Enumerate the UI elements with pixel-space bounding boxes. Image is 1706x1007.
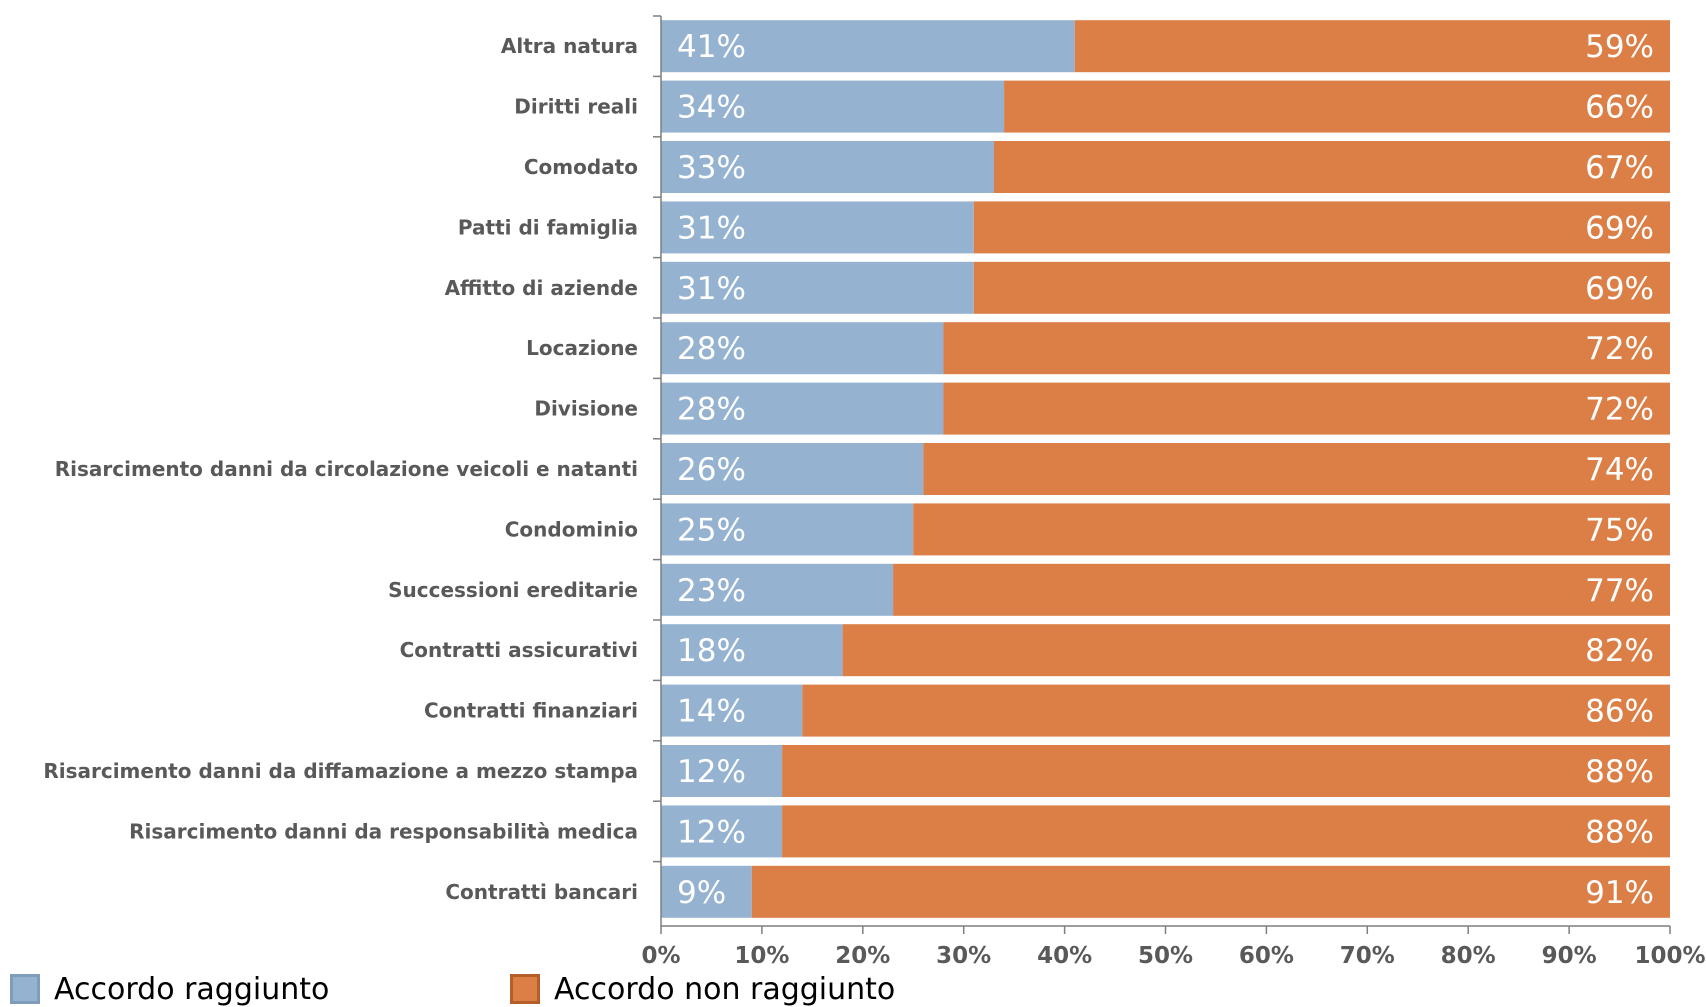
- category-label-contratti-assicurativi: Contratti assicurativi: [400, 638, 638, 662]
- value-label-accordo-non-raggiunto-risarcimento-danni-da-diffamazione-a-mezzo-stampa: 88%: [1585, 754, 1654, 790]
- bars-layer: [661, 20, 1670, 918]
- value-label-accordo-non-raggiunto-risarcimento-danni-da-circolazione-veicoli-e-natanti: 74%: [1585, 452, 1654, 488]
- stacked-bar-chart: 41% 59% 34% 66% 33% 67% 31% 69% 31% 69% 28% 72% 28% 7…: [43, 15, 1706, 969]
- value-label-accordo-non-raggiunto-locazione: 72%: [1585, 331, 1654, 367]
- category-label-altra-natura: Altra natura: [501, 34, 638, 58]
- value-label-accordo-raggiunto-comodato: 33%: [677, 150, 746, 186]
- value-label-accordo-non-raggiunto-patti-di-famiglia: 69%: [1585, 210, 1654, 246]
- value-label-accordo-raggiunto-altra-natura: 41%: [677, 29, 746, 65]
- value-label-accordo-non-raggiunto-diritti-reali: 66%: [1585, 90, 1654, 126]
- bar-accordo-non-raggiunto-altra-natura: [1074, 20, 1670, 73]
- category-label-divisione: Divisione: [534, 397, 638, 421]
- legend-swatch-accordo-raggiunto: [10, 974, 40, 1004]
- legend-item-accordo-raggiunto: Accordo raggiunto: [10, 971, 330, 1007]
- category-label-risarcimento-danni-da-diffamazione-a-mezzo-stampa: Risarcimento danni da diffamazione a mez…: [43, 759, 638, 783]
- bar-accordo-raggiunto-contratti-finanziari: [661, 684, 803, 737]
- category-label-successioni-ereditarie: Successioni ereditarie: [388, 578, 638, 602]
- value-label-accordo-raggiunto-condominio: 25%: [677, 512, 746, 548]
- value-label-accordo-raggiunto-risarcimento-danni-da-circolazione-veicoli-e-natanti: 26%: [677, 452, 746, 488]
- bar-accordo-raggiunto-diritti-reali: [661, 80, 1005, 133]
- category-labels-layer: Altra natura Diritti reali Comodato Patti d…: [43, 34, 638, 904]
- value-label-accordo-raggiunto-risarcimento-danni-da-responsabilita-medica: 12%: [677, 814, 746, 850]
- bar-accordo-raggiunto-risarcimento-danni-da-responsabilita-medica: [661, 805, 783, 858]
- bar-accordo-raggiunto-successioni-ereditarie: [661, 563, 894, 616]
- bar-accordo-raggiunto-affitto-di-aziende: [661, 261, 974, 314]
- bar-accordo-non-raggiunto-patti-di-famiglia: [973, 201, 1670, 254]
- value-label-accordo-raggiunto-patti-di-famiglia: 31%: [677, 210, 746, 246]
- bar-accordo-raggiunto-locazione: [661, 322, 944, 375]
- bar-accordo-raggiunto-divisione: [661, 382, 944, 435]
- x-tick-label-40: 40%: [1037, 943, 1092, 969]
- legend-item-accordo-non-raggiunto: Accordo non raggiunto: [510, 971, 896, 1007]
- x-tick-label-0: 0%: [641, 943, 680, 969]
- x-tick-label-80: 80%: [1441, 943, 1496, 969]
- x-tick-label-10: 10%: [734, 943, 789, 969]
- bar-accordo-raggiunto-comodato: [661, 141, 994, 193]
- bar-accordo-non-raggiunto-comodato: [993, 141, 1670, 193]
- value-label-accordo-raggiunto-divisione: 28%: [677, 392, 746, 428]
- category-label-contratti-bancari: Contratti bancari: [445, 880, 638, 904]
- legend-swatch-accordo-non-raggiunto: [510, 974, 540, 1004]
- x-tick-label-20: 20%: [835, 943, 890, 969]
- category-label-locazione: Locazione: [526, 336, 638, 360]
- bar-accordo-raggiunto-risarcimento-danni-da-diffamazione-a-mezzo-stampa: [661, 745, 783, 797]
- bar-accordo-non-raggiunto-successioni-ereditarie: [893, 563, 1670, 616]
- value-label-accordo-non-raggiunto-successioni-ereditarie: 77%: [1585, 573, 1654, 609]
- bar-accordo-non-raggiunto-risarcimento-danni-da-responsabilita-medica: [782, 805, 1670, 858]
- bar-accordo-non-raggiunto-condominio: [913, 503, 1670, 556]
- category-label-affitto-di-aziende: Affitto di aziende: [445, 276, 638, 300]
- category-label-diritti-reali: Diritti reali: [514, 95, 638, 119]
- value-label-accordo-non-raggiunto-divisione: 72%: [1585, 392, 1654, 428]
- value-label-accordo-non-raggiunto-altra-natura: 59%: [1585, 29, 1654, 65]
- value-labels-layer: 41% 59% 34% 66% 33% 67% 31% 69% 31% 69% 28% 72% 28% 7…: [677, 29, 1654, 911]
- category-label-condominio: Condominio: [505, 517, 638, 541]
- value-label-accordo-raggiunto-locazione: 28%: [677, 331, 746, 367]
- bar-accordo-non-raggiunto-affitto-di-aziende: [973, 261, 1670, 314]
- tick-labels-layer: 0% 10% 20% 30% 40% 50% 60% 70% 80% 90% 100%: [641, 943, 1705, 969]
- bar-accordo-raggiunto-condominio: [661, 503, 914, 556]
- category-label-contratti-finanziari: Contratti finanziari: [424, 699, 638, 723]
- value-label-accordo-non-raggiunto-affitto-di-aziende: 69%: [1585, 271, 1654, 307]
- bar-accordo-raggiunto-altra-natura: [661, 20, 1075, 73]
- bar-accordo-non-raggiunto-risarcimento-danni-da-diffamazione-a-mezzo-stampa: [782, 745, 1670, 797]
- x-tick-label-60: 60%: [1239, 943, 1294, 969]
- axis-layer: [653, 15, 1671, 934]
- bar-accordo-non-raggiunto-risarcimento-danni-da-circolazione-veicoli-e-natanti: [923, 443, 1670, 495]
- category-label-patti-di-famiglia: Patti di famiglia: [458, 215, 638, 239]
- category-label-risarcimento-danni-da-responsabilita-medica: Risarcimento danni da responsabilità med…: [129, 819, 638, 843]
- x-tick-label-90: 90%: [1542, 943, 1597, 969]
- legend-label-accordo-non-raggiunto: Accordo non raggiunto: [554, 971, 896, 1007]
- value-label-accordo-raggiunto-successioni-ereditarie: 23%: [677, 573, 746, 609]
- value-label-accordo-raggiunto-contratti-finanziari: 14%: [677, 694, 746, 730]
- value-label-accordo-non-raggiunto-condominio: 75%: [1585, 512, 1654, 548]
- bar-accordo-raggiunto-risarcimento-danni-da-circolazione-veicoli-e-natanti: [661, 443, 924, 495]
- value-label-accordo-raggiunto-affitto-di-aziende: 31%: [677, 271, 746, 307]
- value-label-accordo-raggiunto-contratti-bancari: 9%: [677, 875, 726, 911]
- value-label-accordo-raggiunto-risarcimento-danni-da-diffamazione-a-mezzo-stampa: 12%: [677, 754, 746, 790]
- bar-accordo-raggiunto-patti-di-famiglia: [661, 201, 974, 254]
- x-tick-label-100: 100%: [1634, 943, 1705, 969]
- bar-accordo-non-raggiunto-diritti-reali: [1004, 80, 1670, 133]
- bar-accordo-non-raggiunto-locazione: [943, 322, 1670, 375]
- value-label-accordo-non-raggiunto-contratti-assicurativi: 82%: [1585, 633, 1654, 669]
- x-tick-label-30: 30%: [936, 943, 991, 969]
- legend-label-accordo-raggiunto: Accordo raggiunto: [54, 971, 330, 1007]
- value-label-accordo-non-raggiunto-risarcimento-danni-da-responsabilita-medica: 88%: [1585, 814, 1654, 850]
- bar-accordo-non-raggiunto-divisione: [943, 382, 1670, 435]
- value-label-accordo-non-raggiunto-contratti-bancari: 91%: [1585, 875, 1654, 911]
- category-label-risarcimento-danni-da-circolazione-veicoli-e-natanti: Risarcimento danni da circolazione veico…: [55, 457, 638, 481]
- value-label-accordo-raggiunto-contratti-assicurativi: 18%: [677, 633, 746, 669]
- value-label-accordo-raggiunto-diritti-reali: 34%: [677, 90, 746, 126]
- bar-accordo-non-raggiunto-contratti-assicurativi: [842, 624, 1670, 677]
- x-tick-label-50: 50%: [1138, 943, 1193, 969]
- value-label-accordo-non-raggiunto-comodato: 67%: [1585, 150, 1654, 186]
- x-tick-label-70: 70%: [1340, 943, 1395, 969]
- category-label-comodato: Comodato: [524, 155, 638, 179]
- value-label-accordo-non-raggiunto-contratti-finanziari: 86%: [1585, 694, 1654, 730]
- bar-accordo-raggiunto-contratti-assicurativi: [661, 624, 843, 677]
- bar-accordo-raggiunto-contratti-bancari: [661, 865, 752, 918]
- bar-accordo-non-raggiunto-contratti-finanziari: [802, 684, 1670, 737]
- bar-accordo-non-raggiunto-contratti-bancari: [751, 865, 1670, 918]
